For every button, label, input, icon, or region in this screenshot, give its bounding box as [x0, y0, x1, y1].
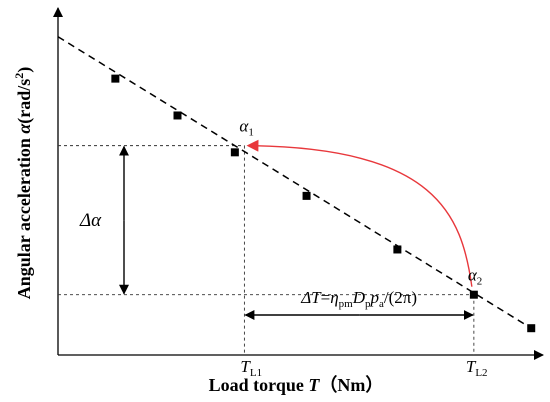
data-point-5	[393, 245, 402, 254]
data-point-7	[527, 324, 536, 333]
y-axis-label: Angular acceleration α(rad/s2)	[12, 67, 35, 300]
data-point-1	[111, 74, 120, 83]
x-tick-label-tl2: TL2	[466, 357, 488, 379]
transfer-curve	[246, 139, 473, 287]
data-point-4	[302, 191, 311, 200]
x-tick-label-tl1: TL1	[240, 357, 262, 379]
alpha1-label: α1	[239, 117, 253, 139]
data-point-3	[230, 148, 239, 157]
x-axis-label: Load torque T（Nm）	[209, 375, 384, 395]
fit-line-group	[57, 36, 532, 329]
alpha2-label: α2	[468, 266, 482, 288]
dimension-arrows	[119, 145, 474, 320]
delta-alpha-label: Δα	[79, 210, 102, 231]
data-point-6	[469, 290, 478, 299]
delta-t-formula: ΔT=ηpmDppa/(2π)	[300, 288, 417, 310]
data-points	[111, 74, 536, 333]
data-point-2	[173, 111, 182, 120]
guide-lines	[58, 145, 475, 355]
red-curve-group	[246, 139, 473, 287]
fit-line	[57, 36, 532, 329]
